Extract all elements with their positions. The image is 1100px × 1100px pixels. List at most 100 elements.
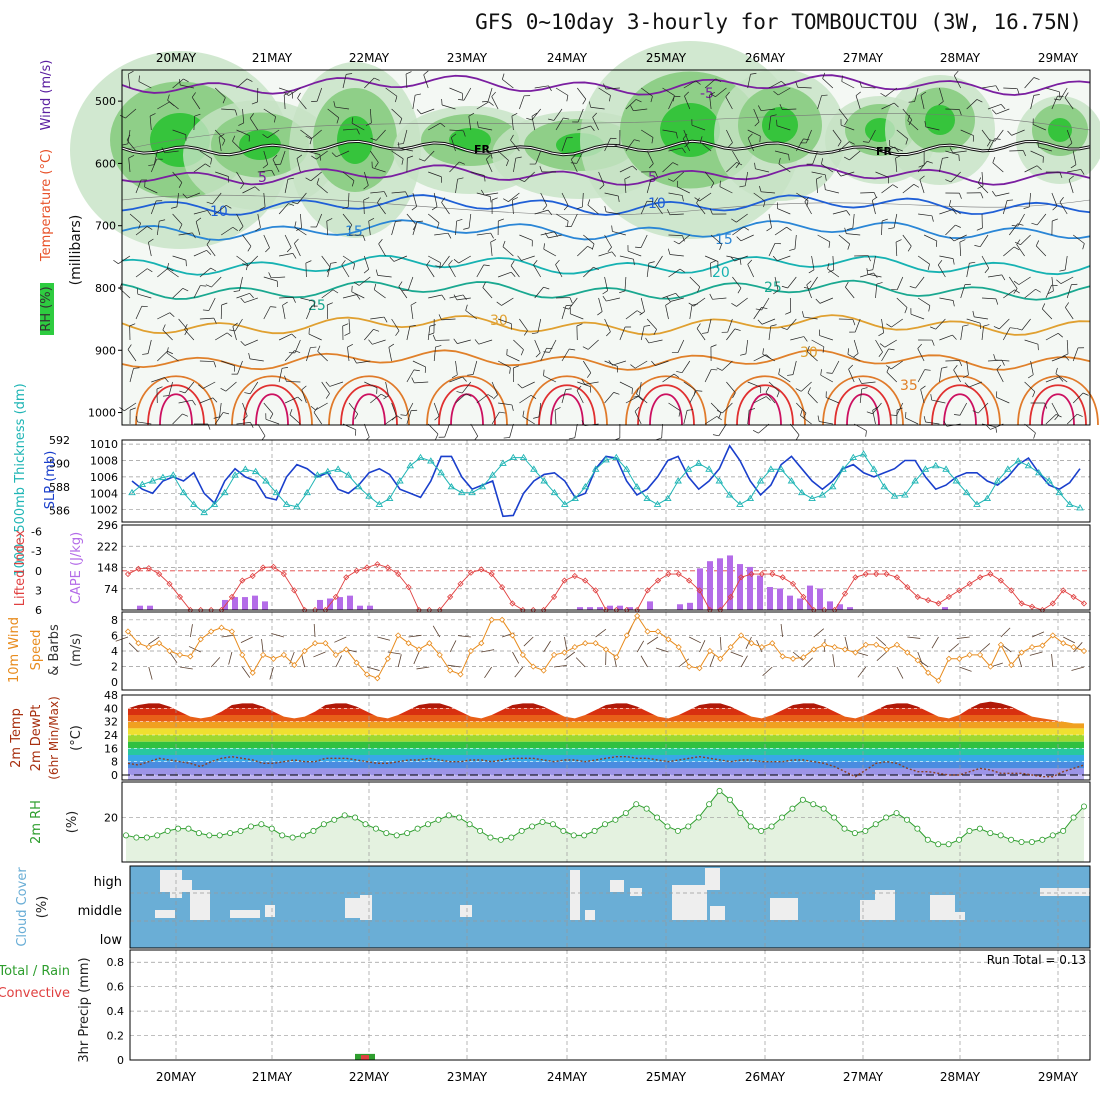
- thickness-point: [210, 500, 219, 507]
- wind-barb-feather: [198, 384, 204, 389]
- wind-barb: [1009, 276, 1018, 289]
- wind-barb-feather: [465, 393, 472, 397]
- wind-barb: [987, 104, 1002, 110]
- wind-speed-point: [831, 644, 838, 651]
- wind-barb: [640, 234, 648, 248]
- wind-barb: [683, 381, 696, 391]
- wind-barb: [428, 255, 441, 263]
- lifted-index-point: [363, 564, 371, 571]
- wind-barb: [1059, 87, 1068, 101]
- lifted-index-point: [977, 574, 984, 581]
- wind-barb-feather: [291, 201, 298, 205]
- wind-barb: [412, 221, 418, 236]
- wind-speed-point: [769, 640, 776, 647]
- temp-tick: 8: [111, 756, 118, 769]
- wind-barb-feather: [873, 272, 878, 278]
- wind-barb: [861, 381, 876, 384]
- wind-barb: [939, 368, 942, 383]
- wind-barb: [1041, 308, 1053, 320]
- wind-barb: [1065, 307, 1074, 320]
- wind-barb: [214, 204, 227, 215]
- wind-speed-point: [706, 647, 713, 655]
- wind-barb: [995, 359, 1010, 362]
- wind-barb-feather: [544, 232, 549, 239]
- wind-speed-point: [488, 616, 495, 623]
- label-rh2m: 2m RH: [29, 800, 44, 844]
- wind-barb-feather: [439, 262, 441, 269]
- wind-barb: [1045, 87, 1060, 93]
- wind-barb-feather: [570, 162, 577, 164]
- wind-tick: 8: [111, 614, 118, 627]
- wind-barb: [497, 318, 512, 324]
- wind-barb-feather: [493, 394, 498, 400]
- wind-barb: [391, 150, 404, 160]
- wind-barb: [1045, 414, 1057, 425]
- isotherm-lobe: [538, 384, 596, 426]
- wind-barb: [519, 394, 532, 404]
- wind-barb-feather: [849, 141, 855, 145]
- rh-shade-inner: [660, 103, 720, 157]
- label-cloud: Cloud Cover: [15, 867, 30, 947]
- wind-barb: [191, 97, 201, 110]
- y-tick-label: 600: [95, 157, 116, 170]
- wind-barb: [736, 213, 748, 223]
- thickness-line: [131, 453, 1081, 514]
- rh-point: [914, 825, 921, 832]
- temp-tick: 48: [104, 689, 118, 702]
- wind-barb: [1051, 192, 1058, 207]
- wind-barb-feather: [316, 178, 320, 185]
- wind-speed-point: [478, 640, 485, 647]
- wind-barb-feather: [166, 347, 169, 354]
- wind-barb-feather: [161, 147, 166, 153]
- wind-barb: [915, 276, 925, 289]
- wind-barb: [917, 161, 928, 173]
- wind-barb: [257, 213, 261, 228]
- wind-barb: [819, 421, 833, 425]
- wind-barb-feather: [696, 390, 703, 392]
- wind-barb-feather: [491, 197, 498, 201]
- isotherm-lobe: [526, 375, 608, 426]
- wind-barb: [740, 234, 754, 242]
- thickness-point: [911, 477, 919, 484]
- wind-barb: [263, 276, 278, 282]
- wind-barb: [704, 78, 716, 89]
- wind-barb-feather: [375, 269, 379, 276]
- wind-barb: [761, 108, 776, 112]
- wind-barb-feather: [587, 199, 591, 206]
- wind-barb-feather: [207, 210, 212, 216]
- precip-convective-bar: [361, 1055, 369, 1060]
- rh-point: [799, 796, 806, 803]
- thickness-point: [756, 477, 765, 484]
- wind-barb: [838, 234, 850, 245]
- wind-barb-feather: [604, 205, 607, 212]
- wind-barb: [1036, 213, 1047, 226]
- temp-band: [128, 735, 1084, 742]
- wind-speed-point: [571, 644, 578, 651]
- wind-barb-feather: [271, 170, 275, 176]
- wind-speed-point: [748, 640, 755, 647]
- label-wind10-units: (m/s): [69, 633, 84, 667]
- wind-barb: [513, 339, 524, 350]
- lifted-index-point: [925, 597, 932, 604]
- wind-barb: [662, 162, 674, 173]
- wind-barb: [673, 171, 685, 182]
- lifted-index-point: [727, 593, 734, 600]
- lifted-index-point: [145, 565, 152, 572]
- lifted-index-point: [841, 590, 849, 597]
- wind-barb-feather: [456, 218, 463, 222]
- wind-tick: 2: [111, 661, 118, 674]
- wind-barb: [310, 171, 322, 182]
- wind-barb: [458, 255, 471, 264]
- lifted-index-point: [779, 574, 786, 581]
- temp-band: [128, 748, 1084, 755]
- rh-point: [737, 810, 744, 817]
- wind-barb-feather: [457, 99, 465, 101]
- wind-barb-feather: [931, 215, 934, 222]
- wind-barb: [424, 150, 435, 162]
- wind-barb-feather: [996, 364, 1002, 370]
- wind-barb: [804, 201, 812, 215]
- wind-barb: [1066, 413, 1078, 425]
- rh-point: [320, 821, 327, 828]
- wind-barb: [845, 286, 855, 299]
- wind-barb: [236, 171, 245, 185]
